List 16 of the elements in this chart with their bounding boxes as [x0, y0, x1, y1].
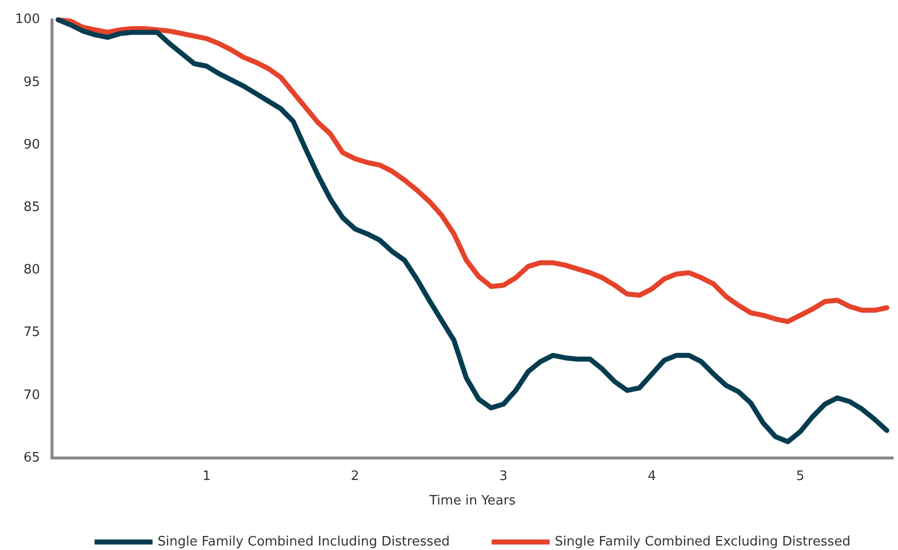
y-tick-label: 80 [23, 262, 40, 278]
legend-label: Single Family Combined Including Distressed [158, 534, 450, 550]
y-tick-label: 100 [15, 12, 40, 28]
y-tick-label: 65 [23, 450, 40, 466]
x-tick-label: 3 [499, 469, 508, 484]
y-tick-label: 95 [23, 74, 40, 90]
x-tick-label: 5 [796, 469, 804, 484]
legend-label: Single Family Combined Excluding Distressed [554, 534, 850, 550]
x-axis-title: Time in Years [428, 494, 516, 509]
x-tick-label: 4 [648, 469, 656, 484]
x-tick-label: 1 [202, 469, 211, 484]
y-tick-label: 75 [23, 325, 40, 340]
y-tick-label: 85 [23, 200, 40, 215]
y-tick-label: 90 [23, 137, 40, 152]
x-tick-label: 2 [350, 469, 360, 484]
y-tick-label: 70 [23, 388, 40, 403]
